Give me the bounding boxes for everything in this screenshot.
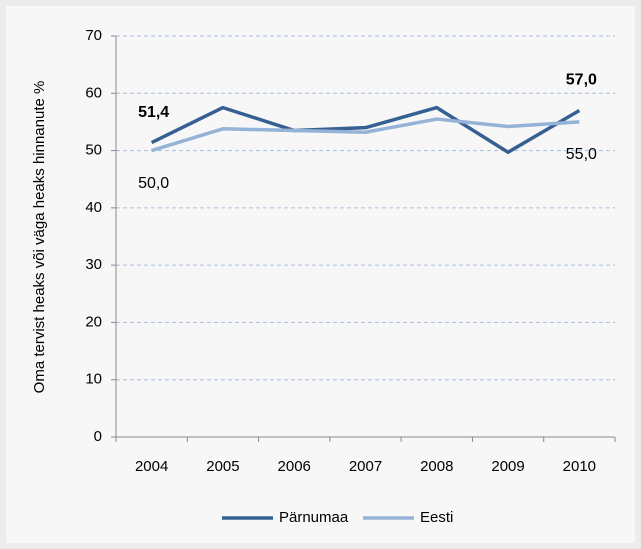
x-tick-label: 2008 bbox=[420, 458, 453, 475]
x-tick-label: 2009 bbox=[491, 458, 524, 475]
y-axis-label: Oma tervist heaks või väga heaks hinnanu… bbox=[31, 81, 48, 394]
x-tick-label: 2005 bbox=[206, 458, 239, 475]
data-label: 50,0 bbox=[138, 175, 169, 192]
chart-panel bbox=[6, 6, 635, 543]
series-line bbox=[150, 105, 581, 155]
x-tick-label: 2004 bbox=[135, 458, 168, 475]
data-label: 55,0 bbox=[566, 146, 597, 163]
y-tick-label: 20 bbox=[85, 313, 102, 330]
y-tick-label: 10 bbox=[85, 371, 102, 388]
y-tick-label: 30 bbox=[85, 256, 102, 273]
y-tick-label: 50 bbox=[85, 142, 102, 159]
y-tick-label: 60 bbox=[85, 84, 102, 101]
legend-label: Pärnumaa bbox=[279, 509, 349, 526]
y-tick-label: 0 bbox=[94, 428, 102, 445]
y-tick-label: 70 bbox=[85, 27, 102, 44]
x-tick-label: 2007 bbox=[349, 458, 382, 475]
series-line bbox=[151, 117, 580, 153]
data-label: 51,4 bbox=[138, 104, 169, 121]
x-tick-label: 2010 bbox=[563, 458, 596, 475]
y-tick-label: 40 bbox=[85, 199, 102, 216]
legend-label: Eesti bbox=[420, 509, 453, 526]
x-tick-label: 2006 bbox=[278, 458, 311, 475]
data-label: 57,0 bbox=[566, 72, 597, 89]
